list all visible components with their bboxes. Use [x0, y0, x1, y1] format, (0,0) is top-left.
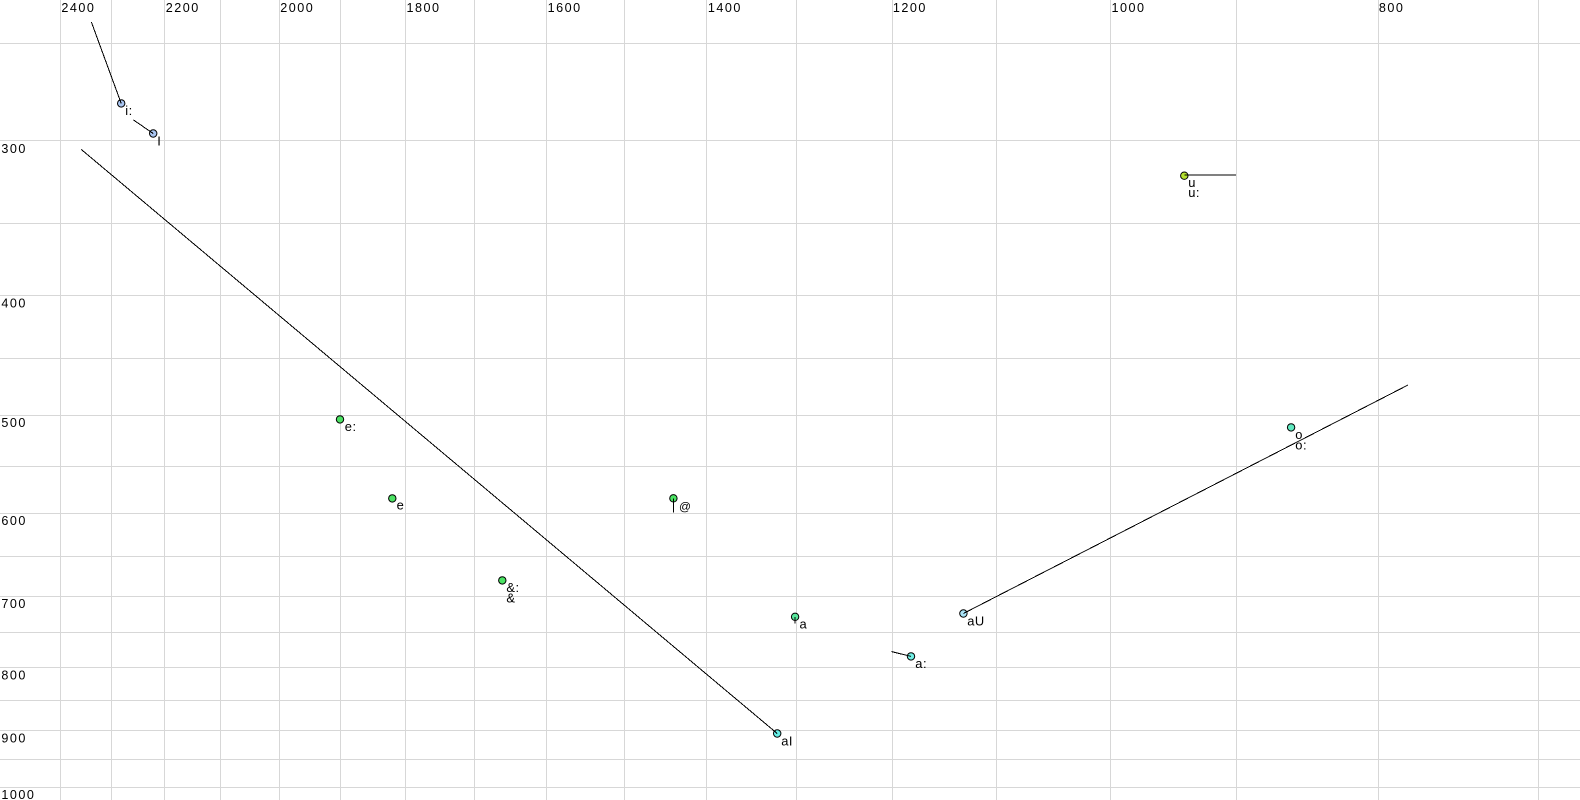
svg-text:i:: i: [125, 103, 133, 118]
svg-text:1000: 1000 [1, 788, 35, 800]
svg-text:1800: 1800 [407, 1, 441, 15]
svg-text:1600: 1600 [548, 1, 582, 15]
svg-text:800: 800 [1379, 1, 1405, 15]
svg-text:1400: 1400 [708, 1, 742, 15]
svg-text:o: o [1295, 427, 1303, 442]
svg-text:o:: o: [1295, 438, 1307, 453]
svg-text:300: 300 [1, 142, 27, 156]
svg-text:1000: 1000 [1112, 1, 1146, 15]
svg-text:I: I [157, 134, 161, 149]
svg-text:aU: aU [967, 613, 985, 628]
svg-text:e: e [397, 497, 405, 512]
svg-text:2200: 2200 [166, 1, 200, 15]
svg-text:400: 400 [1, 296, 27, 310]
svg-text:u:: u: [1188, 185, 1200, 200]
svg-text:a:: a: [915, 656, 927, 671]
svg-text:a: a [800, 617, 808, 632]
svg-text:&:: &: [506, 580, 519, 595]
svg-text:2400: 2400 [61, 1, 95, 15]
svg-text:&: & [506, 591, 515, 606]
svg-text:2000: 2000 [280, 1, 314, 15]
svg-text:800: 800 [1, 668, 27, 682]
svg-text:600: 600 [1, 514, 27, 528]
svg-text:@: @ [679, 500, 692, 514]
svg-text:aI: aI [781, 734, 793, 749]
svg-text:500: 500 [1, 416, 27, 430]
svg-text:u: u [1188, 175, 1196, 190]
svg-text:1200: 1200 [893, 1, 927, 15]
svg-text:900: 900 [1, 732, 27, 746]
svg-text:e:: e: [345, 419, 357, 434]
svg-text:700: 700 [1, 597, 27, 611]
